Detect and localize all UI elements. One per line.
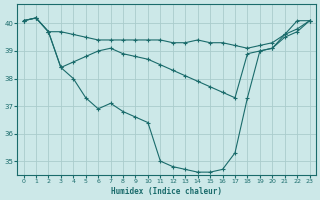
- X-axis label: Humidex (Indice chaleur): Humidex (Indice chaleur): [111, 187, 222, 196]
